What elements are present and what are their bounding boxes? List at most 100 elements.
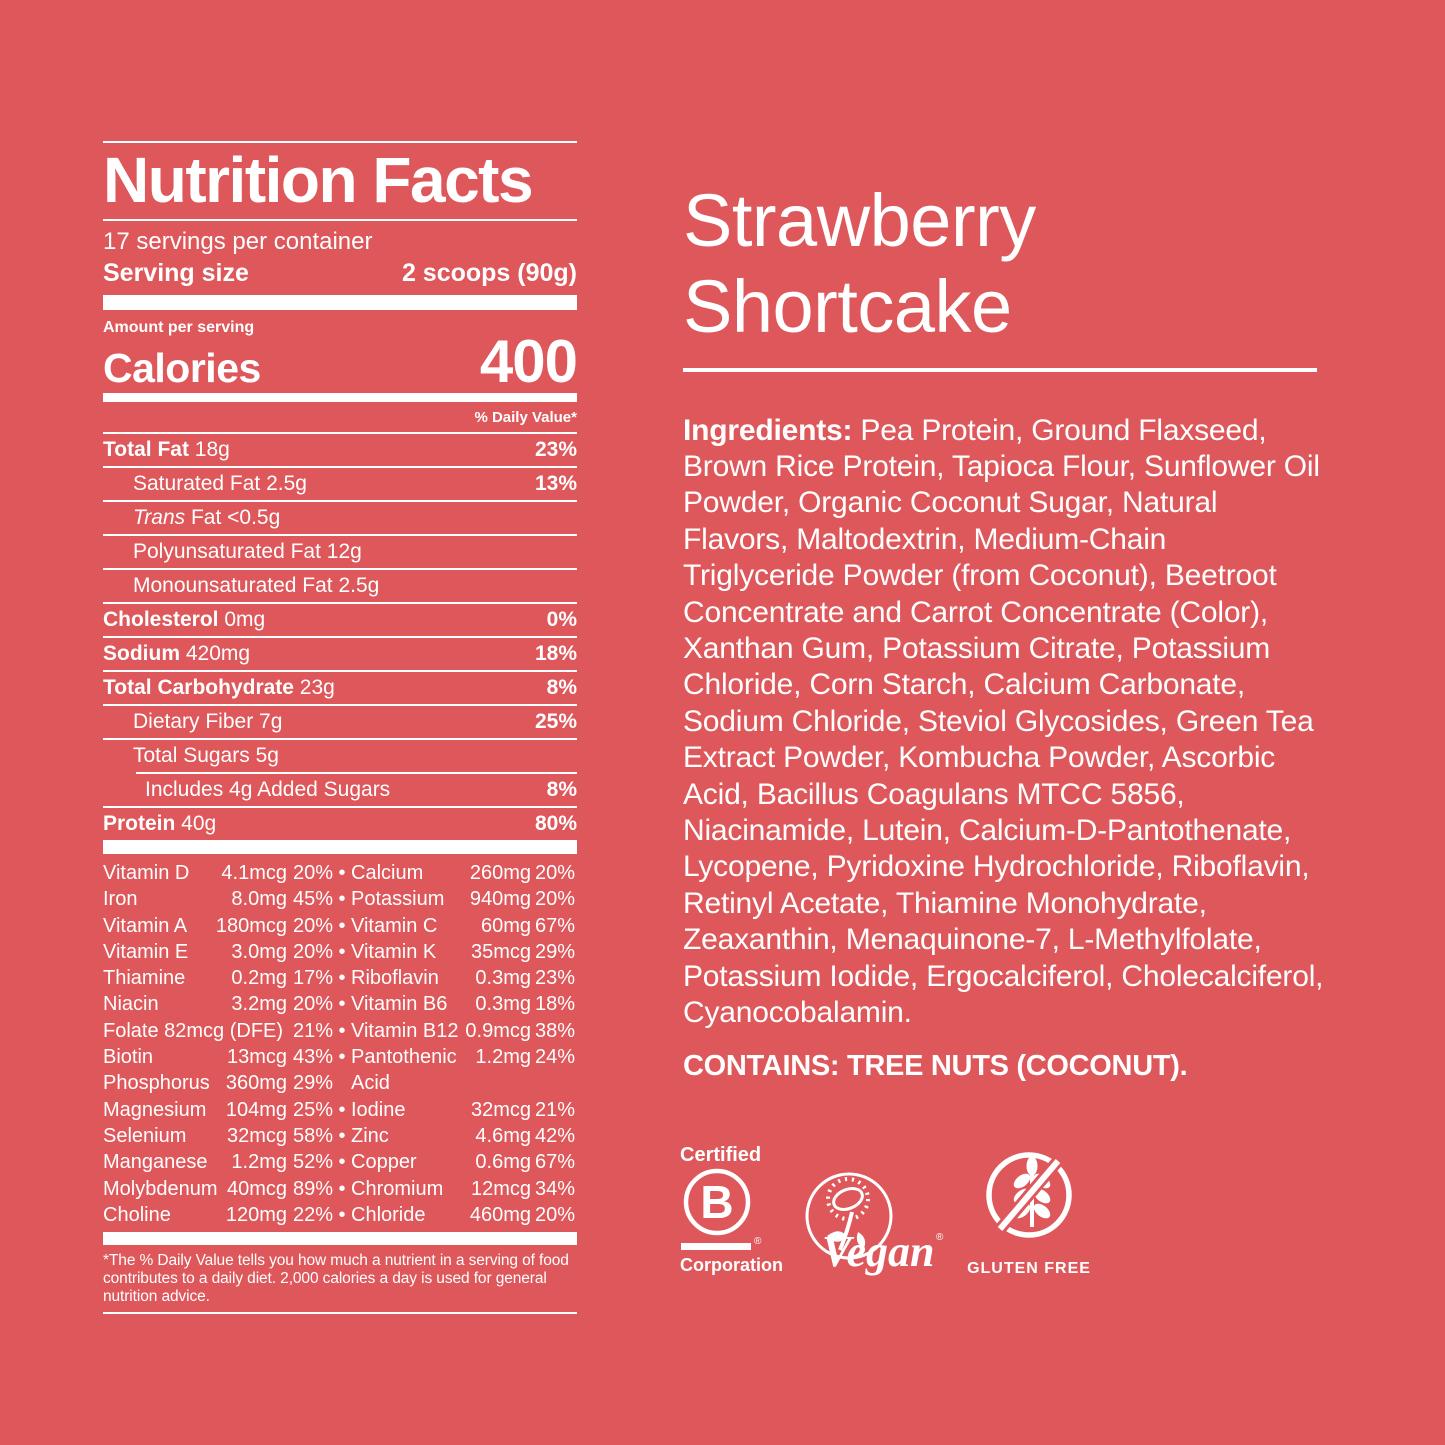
- nutrient-label: Total Fat 18g: [103, 438, 230, 461]
- micro-amount: 1.2mg: [231, 1151, 287, 1174]
- divider: [103, 219, 577, 221]
- nutrition-facts-title: Nutrition Facts: [103, 144, 534, 216]
- thick-divider: [103, 840, 577, 854]
- nutrient-row: Cholesterol 0mg 0%: [103, 602, 577, 636]
- micro-dv: 20%: [292, 993, 333, 1016]
- nutrient-row: Saturated Fat 2.5g 13%: [103, 466, 577, 500]
- micro-amount: 0.2mg: [231, 967, 287, 990]
- nutrient-daily-value: 18%: [534, 642, 577, 665]
- micro-dv: 67%: [534, 1151, 575, 1174]
- serving-size-label: Serving size: [103, 259, 249, 287]
- micro-amount: 40mcg: [226, 1177, 287, 1200]
- separator-bullet: [333, 1070, 351, 1096]
- micro-amount: [215, 1018, 287, 1044]
- medium-divider: [103, 393, 577, 402]
- vegan-sunflower: [826, 1177, 870, 1252]
- micro-name: Molybdenum: [103, 1177, 218, 1200]
- micro-name: Phosphorus: [103, 1072, 210, 1095]
- nutrient-row: Total Sugars 5g: [103, 738, 577, 772]
- micro-dv: 52%: [292, 1151, 333, 1174]
- nutrient-daily-value: 8%: [546, 676, 577, 699]
- gluten-free-circle: [986, 1152, 1072, 1239]
- micro-name: Riboflavin: [351, 967, 439, 990]
- separator-bullet: •: [338, 993, 346, 1016]
- vegan-wordmark: Vegan: [822, 1227, 934, 1276]
- daily-value-footnote: *The % Daily Value tells you how much a …: [103, 1252, 569, 1306]
- micronutrient-table: Vitamin D 4.1mcg 20% • Calcium 260mg 20% Iron 8.…: [103, 854, 577, 1232]
- micro-amount: 3.0mg: [231, 940, 287, 963]
- micro-name: Magnesium: [103, 1098, 207, 1121]
- bcorp-registered-mark: ®: [754, 1236, 762, 1247]
- separator-bullet: •: [338, 888, 346, 911]
- nutrient-label: Includes 4g Added Sugars: [145, 778, 391, 801]
- vegan-circle: [805, 1172, 893, 1260]
- nutrient-label: Total Sugars 5g: [133, 744, 279, 767]
- separator-bullet: •: [338, 1019, 346, 1042]
- nutrient-label: Monounsaturated Fat 2.5g: [133, 574, 380, 597]
- micro-amount: 60mg: [480, 914, 531, 937]
- micro-dv: 45%: [292, 888, 333, 911]
- micro-name: Iron: [103, 888, 138, 911]
- divider: [103, 141, 577, 143]
- micro-name: Chromium: [351, 1177, 444, 1200]
- nutrient-label: Total Carbohydrate 23g: [103, 676, 335, 699]
- ingredients-paragraph: Ingredients: Pea Protein, Ground Flaxsee…: [683, 413, 1325, 1032]
- micro-name: Biotin: [103, 1046, 154, 1069]
- nutrition-facts-panel: Nutrition Facts 17 servings per containe…: [103, 141, 578, 1315]
- micro-amount: 260mg: [469, 862, 531, 884]
- micro-dv: 21%: [534, 1098, 575, 1121]
- micro-name: Vitamin B6: [351, 993, 448, 1016]
- micro-amount: 0.6mg: [475, 1151, 531, 1174]
- nutrient-row: Protein 40g 80%: [103, 806, 577, 840]
- micro-dv: 21%: [292, 1019, 333, 1042]
- ingredients-text: Pea Protein, Ground Flaxseed, Brown Rice…: [683, 413, 1324, 1030]
- nutrient-daily-value: 0%: [546, 608, 577, 631]
- micro-dv: 38%: [534, 1019, 575, 1042]
- micro-name: Chloride: [351, 1203, 426, 1226]
- nutrient-row: Includes 4g Added Sugars 8%: [136, 772, 577, 806]
- flavor-title: Strawberry Shortcake: [683, 179, 1036, 348]
- micro-dv: 20%: [534, 888, 575, 911]
- nutrient-daily-value: 25%: [534, 710, 577, 733]
- micro-amount: 13mcg: [226, 1046, 287, 1069]
- ingredients-label: Ingredients:: [683, 413, 853, 447]
- separator-bullet: •: [338, 1098, 346, 1121]
- micro-name: Choline: [103, 1203, 171, 1226]
- micro-name: Calcium: [351, 862, 424, 884]
- micro-dv: 18%: [534, 993, 575, 1016]
- nutrient-label: Polyunsaturated Fat 12g: [133, 540, 362, 563]
- allergen-statement: CONTAINS: TREE NUTS (COCONUT).: [683, 1050, 1188, 1083]
- micro-dv: 20%: [292, 940, 333, 963]
- bcorp-corporation-label: Corporation: [680, 1255, 783, 1275]
- micro-amount: 0.9mcg: [465, 1019, 531, 1042]
- micro-amount: 3.2mg: [231, 993, 287, 1016]
- micro-dv: 29%: [534, 940, 575, 963]
- nutrient-daily-value: 13%: [534, 472, 577, 495]
- micro-name: Pantothenic: [351, 1046, 457, 1069]
- micro-dv: 43%: [292, 1046, 333, 1069]
- micro-dv: 25%: [292, 1098, 333, 1121]
- gluten-free-icon: GLUTEN FREE: [967, 1152, 1090, 1277]
- thick-divider: [103, 1232, 577, 1246]
- title-underline: [683, 368, 1317, 372]
- separator-bullet: •: [338, 1046, 346, 1069]
- nutrient-label: Saturated Fat 2.5g: [133, 472, 307, 495]
- serving-size-value: 2 scoops (90g): [401, 259, 577, 287]
- micro-amount: 360mg: [225, 1072, 287, 1095]
- micro-name: Zinc: [351, 1124, 389, 1147]
- micro-amount: 0.3mg: [475, 967, 531, 990]
- micro-dv: 89%: [292, 1177, 333, 1200]
- calories-label: Calories: [103, 345, 261, 391]
- thick-divider: [103, 295, 577, 310]
- micro-amount: 1.2mg: [475, 1046, 531, 1069]
- b-corp-icon: Certified B ® Corporation: [680, 1144, 783, 1275]
- nutrient-label: Trans Fat <0.5g: [133, 506, 281, 529]
- vegan-registered-mark: ®: [936, 1232, 944, 1243]
- micro-name: Niacin: [103, 993, 159, 1016]
- bcorp-underline: [681, 1243, 751, 1251]
- bcorp-letter: B: [700, 1176, 733, 1228]
- micro-dv: 20%: [534, 862, 575, 884]
- micro-dv: 20%: [292, 862, 333, 884]
- no-slash: [996, 1158, 1062, 1233]
- bcorp-certified-label: Certified: [680, 1144, 761, 1166]
